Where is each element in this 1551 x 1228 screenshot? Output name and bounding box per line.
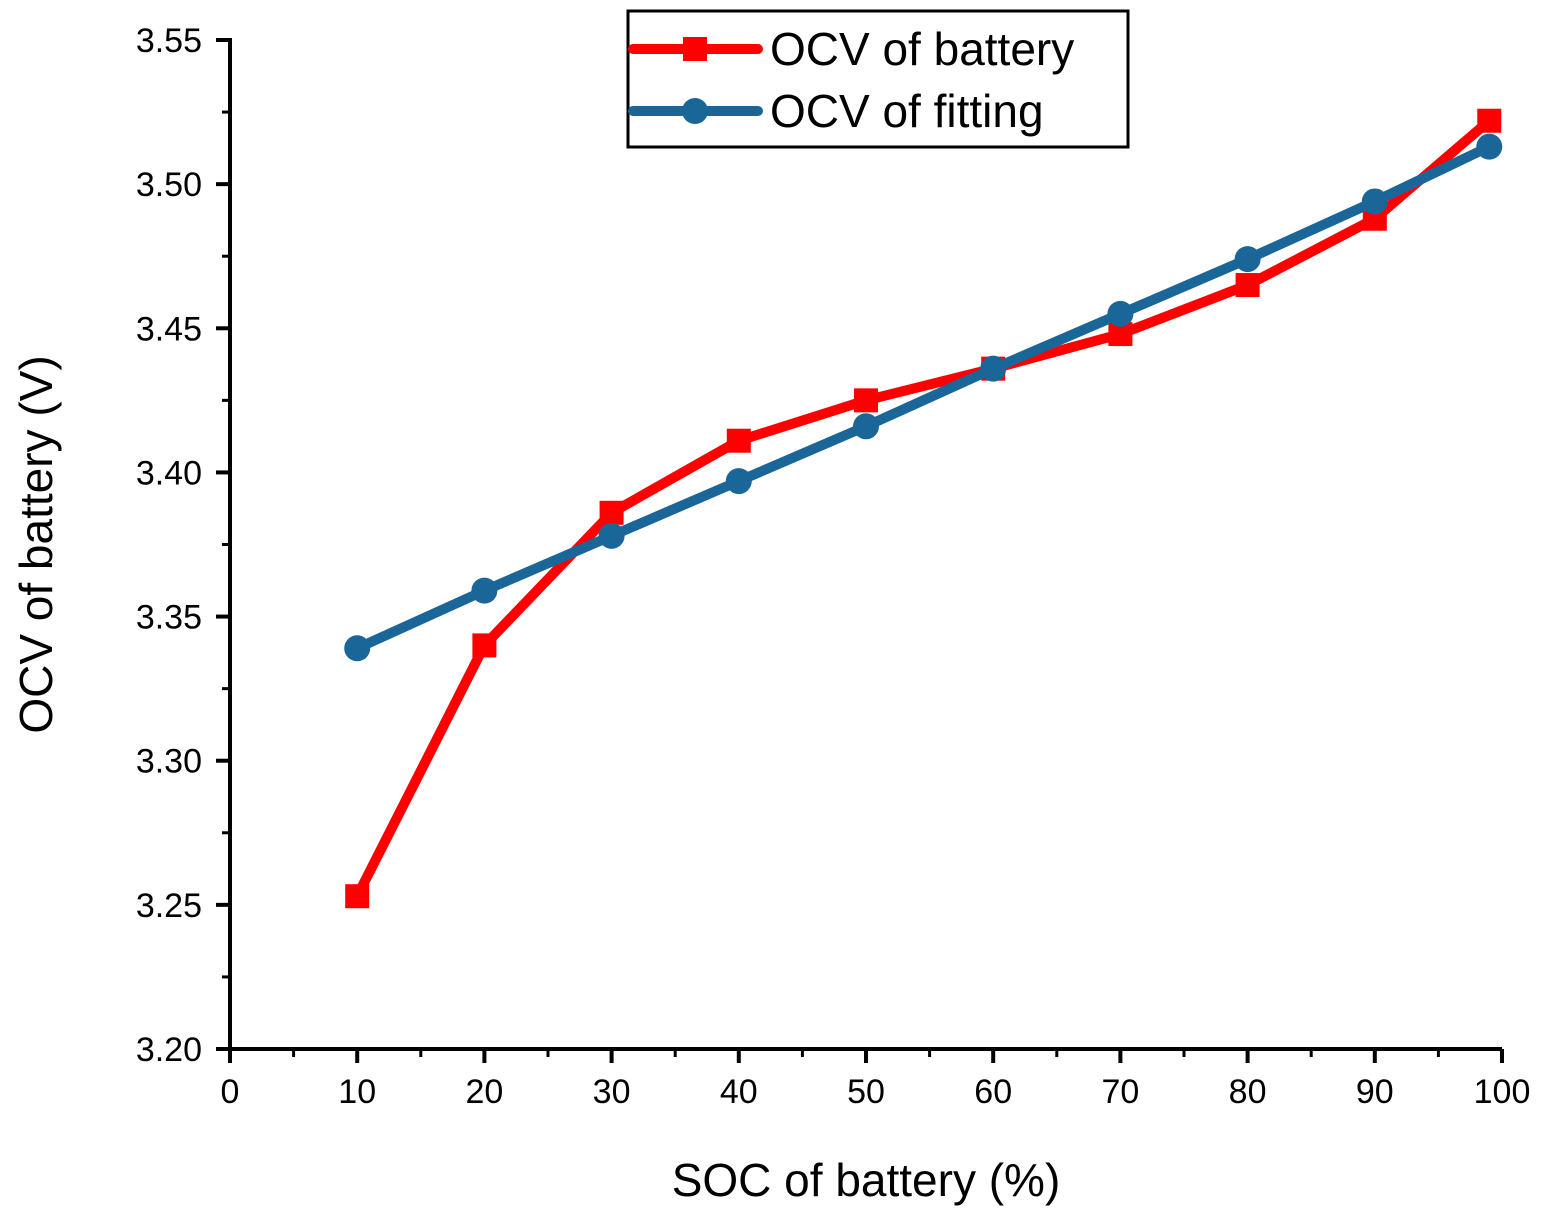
y-tick-label: 3.20 <box>136 1031 202 1069</box>
data-point-marker <box>1361 188 1388 215</box>
data-point-marker <box>598 522 625 549</box>
x-axis-title: SOC of battery (%) <box>672 1154 1061 1206</box>
legend-item: OCV of battery <box>628 23 1074 75</box>
data-point-marker <box>726 428 751 453</box>
y-tick-label: 3.40 <box>136 454 202 492</box>
data-point-marker <box>344 635 371 662</box>
x-tick-label: 40 <box>720 1073 758 1111</box>
data-point-marker <box>1477 108 1502 133</box>
x-tick-label: 80 <box>1229 1073 1267 1111</box>
series-line <box>352 141 1495 654</box>
data-point-marker <box>1107 300 1134 327</box>
y-tick-label: 3.50 <box>136 166 202 204</box>
legend-marker <box>682 98 708 124</box>
y-axis-title: OCV of battery (V) <box>10 355 62 733</box>
x-tick-label: 0 <box>221 1073 240 1111</box>
data-point-marker <box>1476 133 1503 160</box>
series-line <box>352 115 1495 902</box>
legend-label: OCV of fitting <box>770 85 1044 137</box>
series-ocv-fitting <box>344 133 1503 662</box>
data-point-marker <box>980 355 1007 382</box>
y-tick-label: 3.35 <box>136 599 202 637</box>
legend: OCV of battery OCV of fitting <box>626 9 1130 149</box>
x-tick-label: 60 <box>974 1073 1012 1111</box>
data-point-marker <box>345 884 370 909</box>
data-point-marker <box>472 633 497 658</box>
x-tick-label: 90 <box>1356 1073 1394 1111</box>
data-point-marker <box>1234 246 1261 273</box>
data-point-marker <box>1235 273 1260 298</box>
legend-box <box>626 9 1130 149</box>
x-tick-label: 30 <box>593 1073 631 1111</box>
y-tick-label: 3.25 <box>136 887 202 925</box>
data-point-marker <box>599 500 624 525</box>
x-tick-label: 10 <box>338 1073 376 1111</box>
x-tick-label: 100 <box>1474 1073 1531 1111</box>
legend-marker <box>683 37 707 61</box>
x-tick-label: 50 <box>847 1073 885 1111</box>
legend-label: OCV of battery <box>770 23 1074 75</box>
data-point-marker <box>471 577 498 604</box>
data-point-marker <box>725 468 752 495</box>
y-tick-label: 3.55 <box>136 22 202 60</box>
axes <box>228 38 1502 1051</box>
x-tick-label: 70 <box>1101 1073 1139 1111</box>
series-group <box>344 108 1503 909</box>
x-axis-ticks: 0 10 20 30 40 50 60 70 80 90 100 <box>221 1049 1531 1111</box>
legend-item: OCV of fitting <box>628 85 1044 137</box>
y-tick-label: 3.30 <box>136 743 202 781</box>
data-point-marker <box>853 413 879 440</box>
series-ocv-battery <box>345 108 1502 909</box>
y-axis-ticks: 3.20 3.25 3.30 3.35 3.40 3.45 3.50 3.55 <box>136 22 230 1069</box>
y-tick-label: 3.45 <box>136 310 202 348</box>
data-point-marker <box>854 388 878 413</box>
x-tick-label: 20 <box>465 1073 503 1111</box>
